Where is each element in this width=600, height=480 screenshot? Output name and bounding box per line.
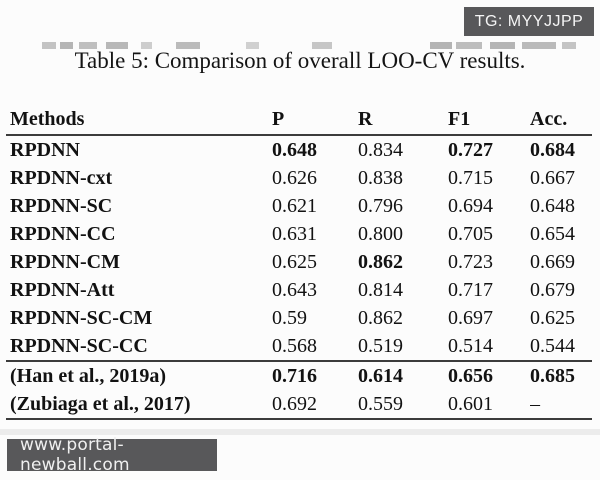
table-row: RPDNN-SC-CC 0.568 0.519 0.514 0.544 [6,332,592,361]
value-cell: 0.692 [272,392,317,415]
blur-artifact [456,42,482,49]
column-header-f1: F1 [448,104,530,136]
value-cell: 0.544 [530,334,575,357]
method-cell: RPDNN-SC [10,194,113,217]
value-cell: 0.667 [530,166,575,189]
value-cell: 0.834 [358,138,403,161]
blur-artifact [79,42,97,49]
column-header-r: R [358,104,448,136]
method-cell: RPDNN-Att [10,278,115,301]
blur-artifact [312,42,332,49]
value-cell: 0.559 [358,392,403,415]
value-cell: 0.654 [530,222,575,245]
value-cell: 0.519 [358,334,403,357]
value-cell: 0.717 [448,278,493,301]
value-cell: – [530,392,540,415]
value-cell: 0.643 [272,278,317,301]
value-cell: 0.631 [272,222,317,245]
value-cell: 0.656 [448,360,530,390]
blur-artifact [522,42,556,49]
blur-artifact [562,42,576,49]
column-header-acc: Acc. [530,104,592,136]
value-cell: 0.614 [358,360,448,390]
value-cell: 0.862 [358,250,403,273]
method-cell: RPDNN-SC-CM [10,306,153,329]
table-row: RPDNN 0.648 0.834 0.727 0.684 [6,135,592,164]
blur-artifact [60,42,73,49]
value-cell: 0.697 [448,306,493,329]
value-cell: 0.715 [448,166,493,189]
value-cell: 0.796 [358,194,403,217]
blur-artifact [176,42,200,49]
blur-artifact [490,42,515,49]
page-bottom-band [0,429,600,435]
value-cell: 0.862 [358,306,403,329]
results-table: Methods P R F1 Acc. RPDNN 0.648 0.834 0.727… [6,104,592,420]
table-caption: Table 5: Comparison of overall LOO-CV re… [74,48,526,73]
value-cell: 0.568 [272,334,317,357]
site-watermark: www.portal-newball.com [7,435,217,475]
value-cell: 0.625 [530,306,575,329]
table-row: RPDNN-CC 0.631 0.800 0.705 0.654 [6,220,592,248]
table-row: RPDNN-SC 0.621 0.796 0.694 0.648 [6,192,592,220]
table-row: (Zubiaga et al., 2017) 0.692 0.559 0.601 – [6,390,592,419]
header-row: Methods P R F1 Acc. [6,104,592,136]
blur-artifact [106,42,128,49]
table-row: RPDNN-CM 0.625 0.862 0.723 0.669 [6,248,592,276]
value-cell: 0.716 [272,360,358,390]
blur-artifact [42,42,56,49]
method-cell: RPDNN [10,138,80,161]
value-cell: 0.705 [448,222,493,245]
value-cell: 0.625 [272,250,317,273]
value-cell: 0.59 [272,306,307,329]
blur-artifact [246,42,259,49]
blur-artifact [430,42,452,49]
value-cell: 0.601 [448,392,493,415]
table-row: RPDNN-Att 0.643 0.814 0.717 0.679 [6,276,592,304]
table-row: RPDNN-SC-CM 0.59 0.862 0.697 0.625 [6,304,592,332]
results-table-container: Methods P R F1 Acc. RPDNN 0.648 0.834 0.727… [6,104,592,420]
value-cell: 0.684 [530,138,575,161]
method-cell: RPDNN-SC-CC [10,334,148,357]
column-header-p: P [272,104,358,136]
value-cell: 0.621 [272,194,317,217]
value-cell: 0.514 [448,334,493,357]
value-cell: 0.727 [448,138,493,161]
column-header-methods: Methods [6,104,272,136]
value-cell: 0.814 [358,278,403,301]
blur-artifact [141,42,152,49]
table-row: RPDNN-cxt 0.626 0.838 0.715 0.667 [6,164,592,192]
value-cell: 0.685 [530,360,592,390]
value-cell: 0.669 [530,250,575,273]
value-cell: 0.648 [530,194,575,217]
method-cell: RPDNN-cxt [10,166,113,189]
method-cell: RPDNN-CC [10,222,116,245]
value-cell: 0.800 [358,222,403,245]
table-row: (Han et al., 2019a) 0.716 0.614 0.656 0.685 [6,360,592,390]
value-cell: 0.694 [448,194,493,217]
method-cell: (Han et al., 2019a) [6,360,272,390]
value-cell: 0.626 [272,166,317,189]
value-cell: 0.679 [530,278,575,301]
value-cell: 0.648 [272,138,317,161]
method-cell: RPDNN-CM [10,250,120,273]
telegram-tag-badge: TG: MYYJJPP [464,7,594,36]
value-cell: 0.838 [358,166,403,189]
method-cell: (Zubiaga et al., 2017) [10,392,191,415]
value-cell: 0.723 [448,250,493,273]
